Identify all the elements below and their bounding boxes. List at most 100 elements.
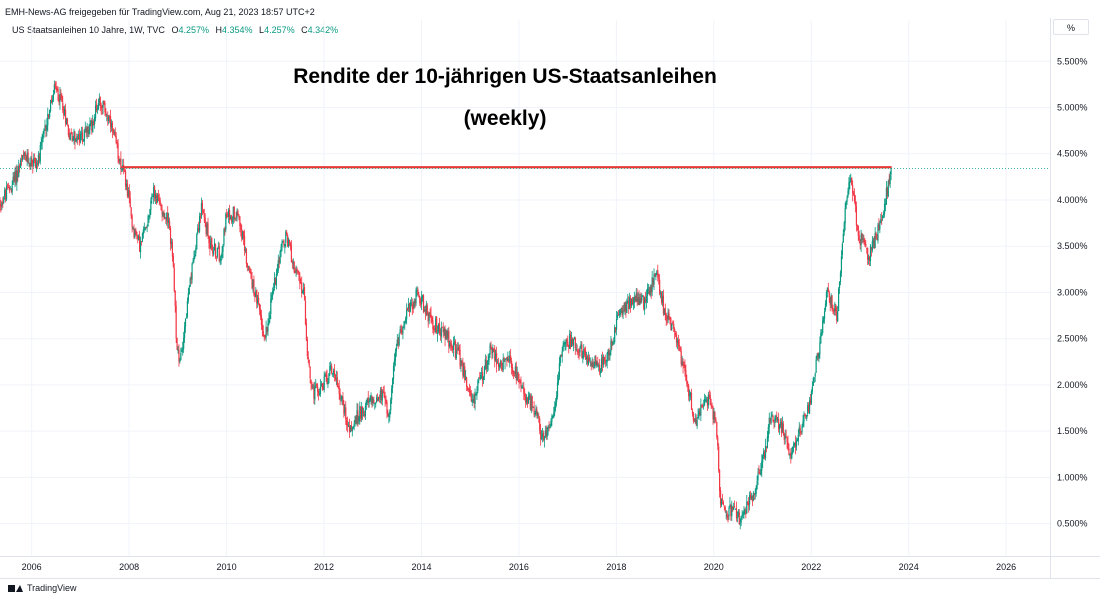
candle-body [471, 399, 473, 403]
x-tick-label: 2016 [509, 562, 529, 572]
candle-body [69, 132, 71, 140]
candle-body [74, 132, 76, 143]
candle-body [828, 291, 830, 298]
candle-body [617, 314, 620, 316]
candle-body [422, 294, 425, 313]
candle-body [242, 232, 244, 239]
candle-body [783, 432, 785, 441]
candle-body [524, 393, 526, 397]
candle-body [511, 360, 513, 368]
candle-body [305, 323, 307, 341]
tradingview-brand-label: TradingView [27, 583, 77, 593]
candle-body [602, 356, 605, 365]
candle-body [842, 233, 844, 243]
candle-body [475, 394, 477, 396]
candle-body [138, 235, 140, 241]
candle-body [104, 102, 106, 112]
candle-body [819, 342, 821, 355]
candle-body [53, 84, 55, 94]
candle-body [504, 359, 506, 362]
candle-body [92, 121, 94, 133]
candle-body [643, 296, 645, 309]
candle-body [297, 270, 299, 272]
candle-body [786, 437, 788, 442]
candle-body [231, 220, 233, 223]
candle-body [310, 379, 312, 384]
candle-body [791, 452, 793, 459]
symbol-name[interactable]: US Staatsanleihen 10 Jahre, 1W, TVC [12, 25, 165, 35]
candle-body [94, 105, 97, 119]
close-value: 4.342% [307, 25, 339, 35]
candle-body [684, 364, 686, 372]
candle-body [9, 188, 11, 190]
candle-body [279, 251, 281, 264]
candle-body [65, 118, 68, 125]
candle-body [691, 411, 694, 414]
candle-body [532, 406, 534, 408]
candle-body [533, 406, 535, 415]
y-tick-label: 3.000% [1057, 287, 1088, 297]
candle-body [386, 402, 388, 414]
candle-body [327, 382, 329, 385]
candle-body [291, 262, 293, 263]
candle-body [254, 293, 256, 297]
candle-body [569, 333, 571, 349]
candle-body [43, 128, 45, 135]
candle-body [466, 387, 469, 390]
candle-body [19, 165, 21, 168]
candle-body [49, 109, 51, 118]
candle-body [680, 350, 682, 365]
candle-body [795, 440, 798, 447]
candle-body [870, 247, 873, 250]
candle-body [116, 142, 118, 143]
candle-body [869, 245, 872, 262]
candle-body [802, 420, 804, 426]
candle-body [280, 246, 282, 252]
candle-body [103, 101, 105, 104]
candle-body [317, 390, 320, 395]
candle-body [376, 397, 378, 403]
candle-body [736, 516, 739, 519]
candle-body [642, 295, 644, 297]
candle-body [148, 215, 150, 217]
candle-body [311, 385, 313, 387]
tradingview-footer[interactable]: TradingView [8, 583, 77, 593]
candle-body [33, 158, 35, 166]
candle-body [101, 106, 103, 109]
candle-body [259, 309, 262, 317]
candle-body [377, 397, 379, 401]
symbol-legend: US Staatsanleihen 10 Jahre, 1W, TVC O4.2… [12, 25, 338, 35]
candle-body [213, 250, 215, 255]
candle-body [693, 419, 695, 421]
candle-body [505, 357, 507, 359]
candle-body [90, 120, 92, 125]
open-value: 4.257% [178, 25, 209, 35]
y-tick-label: 0.500% [1057, 519, 1088, 529]
candle-body [165, 217, 167, 220]
candle-body [41, 139, 43, 143]
candle-body [88, 129, 90, 135]
candle-body [860, 234, 862, 246]
candle-body [443, 329, 445, 332]
candle-body [38, 156, 40, 161]
candle-body [845, 200, 847, 209]
candle-body [729, 505, 731, 507]
candle-body [457, 347, 459, 349]
candle-body [525, 395, 527, 403]
candle-body [151, 196, 153, 200]
candle-body [380, 389, 382, 401]
candle-body [7, 187, 10, 189]
candle-body [711, 405, 713, 408]
candle-body [716, 422, 718, 438]
candle-body [596, 362, 598, 367]
candle-body [153, 186, 155, 198]
candle-body [196, 234, 198, 250]
candle-body [614, 327, 616, 343]
candle-body [858, 235, 860, 241]
candle-body [511, 366, 514, 373]
candle-body [461, 360, 463, 362]
candle-body [821, 332, 823, 334]
price-scale-unit-button[interactable]: % [1053, 19, 1089, 35]
candle-body [68, 135, 70, 140]
